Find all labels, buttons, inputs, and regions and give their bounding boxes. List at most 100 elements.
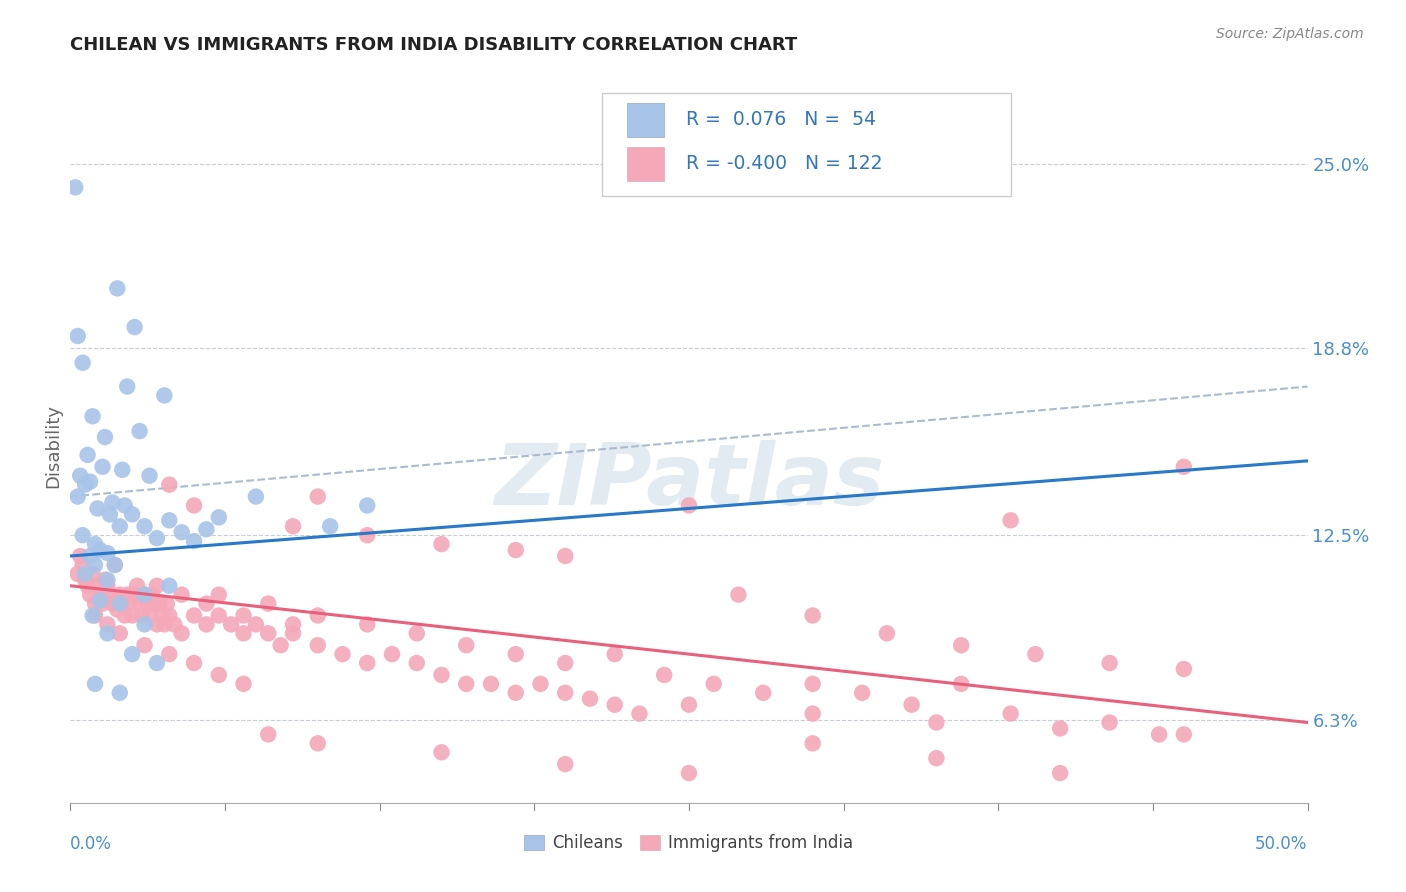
Point bbox=[115, 588, 138, 602]
Point bbox=[94, 430, 117, 444]
Point bbox=[69, 549, 91, 563]
Point bbox=[1098, 656, 1121, 670]
Point bbox=[1000, 706, 1022, 721]
Point bbox=[79, 549, 101, 563]
Point bbox=[134, 588, 156, 602]
Point bbox=[101, 597, 124, 611]
Point bbox=[153, 617, 176, 632]
Point bbox=[456, 677, 478, 691]
Point bbox=[108, 588, 131, 602]
Point bbox=[1024, 647, 1046, 661]
Point bbox=[82, 409, 104, 424]
Point bbox=[257, 626, 280, 640]
Point bbox=[208, 668, 231, 682]
Point bbox=[505, 543, 527, 558]
Point bbox=[505, 686, 527, 700]
Point bbox=[84, 537, 107, 551]
Point bbox=[925, 715, 948, 730]
Point bbox=[281, 519, 304, 533]
Point bbox=[356, 499, 378, 513]
Point bbox=[157, 579, 180, 593]
Point bbox=[950, 638, 973, 652]
Point bbox=[134, 638, 156, 652]
Point bbox=[195, 597, 218, 611]
Point bbox=[146, 579, 169, 593]
Point bbox=[72, 528, 94, 542]
Point bbox=[195, 522, 218, 536]
Point bbox=[98, 508, 121, 522]
Point bbox=[108, 519, 131, 533]
Point bbox=[170, 588, 193, 602]
Point bbox=[101, 495, 124, 509]
Point bbox=[801, 608, 824, 623]
Point bbox=[72, 558, 94, 572]
Point bbox=[219, 617, 242, 632]
Point bbox=[430, 745, 453, 759]
Point bbox=[232, 677, 254, 691]
Point bbox=[89, 543, 111, 558]
Point bbox=[195, 617, 218, 632]
Point bbox=[134, 588, 156, 602]
Point bbox=[505, 647, 527, 661]
Point bbox=[1000, 513, 1022, 527]
Point bbox=[307, 638, 329, 652]
Point bbox=[131, 608, 153, 623]
Point bbox=[108, 686, 131, 700]
Point bbox=[98, 588, 121, 602]
Point bbox=[84, 608, 107, 623]
Point bbox=[628, 706, 651, 721]
Point bbox=[307, 736, 329, 750]
Point bbox=[138, 468, 160, 483]
Point bbox=[111, 463, 134, 477]
Point bbox=[356, 656, 378, 670]
Point bbox=[156, 597, 179, 611]
Point bbox=[127, 579, 149, 593]
Point bbox=[900, 698, 922, 712]
Point bbox=[183, 499, 205, 513]
Point bbox=[108, 597, 131, 611]
Point bbox=[232, 626, 254, 640]
Point bbox=[356, 528, 378, 542]
Point bbox=[86, 501, 108, 516]
Point bbox=[1098, 715, 1121, 730]
Point bbox=[114, 499, 136, 513]
Point bbox=[96, 626, 118, 640]
Point bbox=[876, 626, 898, 640]
Point bbox=[851, 686, 873, 700]
Point bbox=[134, 519, 156, 533]
Point bbox=[146, 531, 169, 545]
Point bbox=[456, 638, 478, 652]
Point bbox=[554, 686, 576, 700]
Point bbox=[157, 513, 180, 527]
Point bbox=[104, 558, 127, 572]
Point bbox=[208, 608, 231, 623]
Point bbox=[146, 617, 169, 632]
Point bbox=[1173, 727, 1195, 741]
Point bbox=[65, 180, 87, 194]
Point bbox=[128, 597, 150, 611]
Point bbox=[405, 656, 427, 670]
Point bbox=[183, 656, 205, 670]
Point bbox=[153, 388, 176, 402]
Text: R =  0.076   N =  54: R = 0.076 N = 54 bbox=[686, 111, 876, 129]
Point bbox=[801, 677, 824, 691]
Point bbox=[124, 320, 146, 334]
Point bbox=[307, 608, 329, 623]
Point bbox=[134, 617, 156, 632]
Point bbox=[105, 281, 128, 295]
Point bbox=[105, 602, 128, 616]
Point bbox=[170, 626, 193, 640]
Point bbox=[94, 573, 117, 587]
Point bbox=[150, 608, 173, 623]
Point bbox=[245, 617, 267, 632]
Point bbox=[138, 608, 160, 623]
Point bbox=[678, 499, 700, 513]
Point bbox=[678, 698, 700, 712]
Point bbox=[281, 617, 304, 632]
Y-axis label: Disability: Disability bbox=[44, 404, 62, 488]
Point bbox=[703, 677, 725, 691]
Point bbox=[84, 597, 107, 611]
Point bbox=[124, 588, 146, 602]
Point bbox=[111, 597, 134, 611]
Point bbox=[143, 597, 166, 611]
